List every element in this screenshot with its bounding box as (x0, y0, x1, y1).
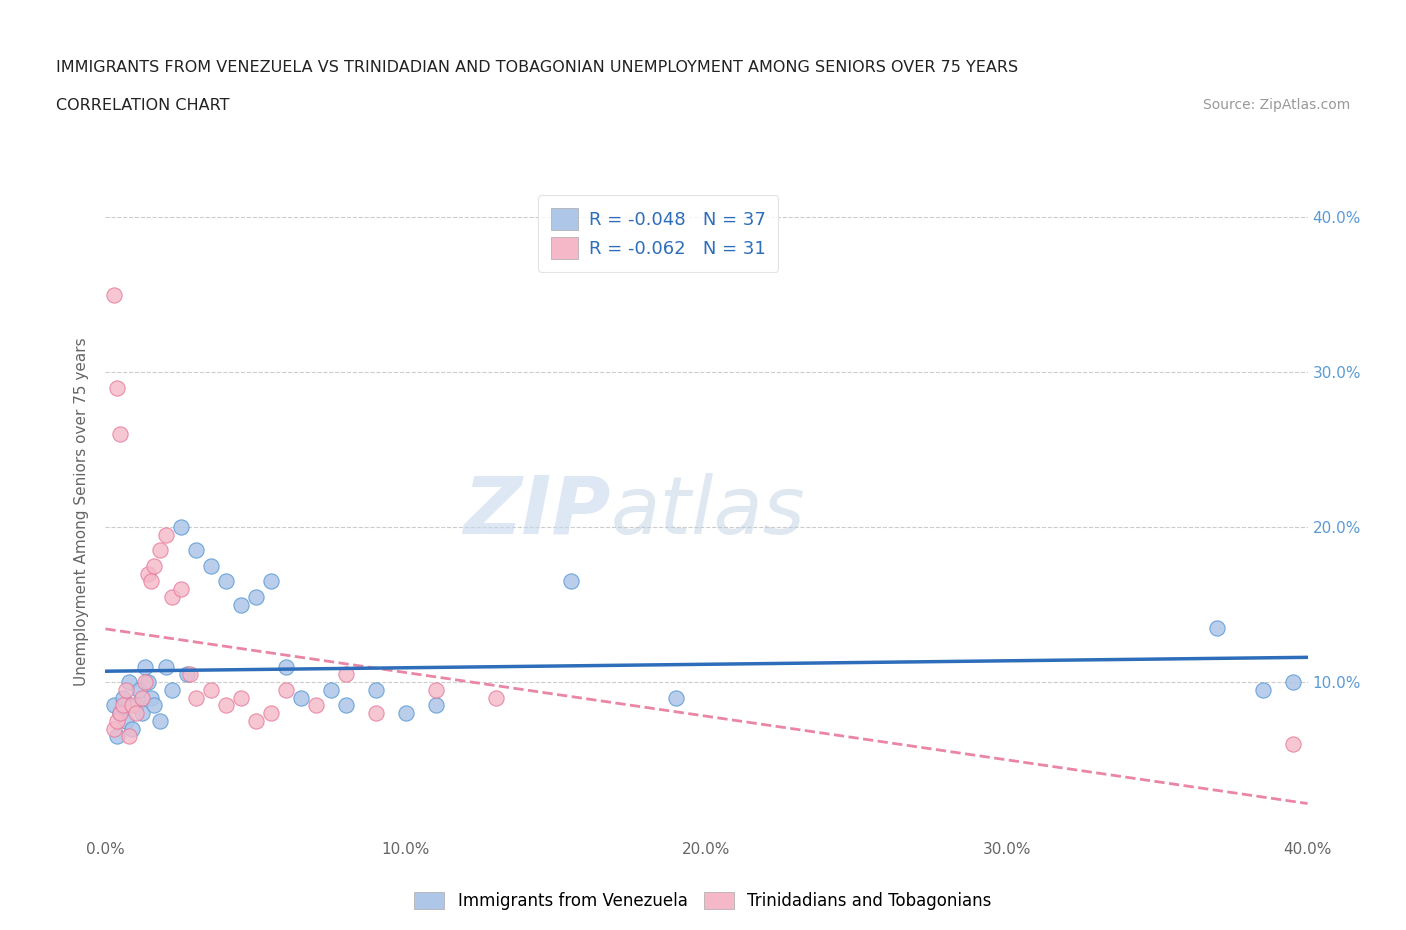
Point (364, 683, 387, 698)
Point (124, 706, 146, 721)
Legend: R = -0.048   N = 37, R = -0.062   N = 31: R = -0.048 N = 37, R = -0.062 N = 31 (538, 195, 779, 272)
Point (115, 713, 138, 728)
Point (364, 706, 387, 721)
Point (184, 690, 207, 705)
Point (107, 729, 129, 744)
Point (169, 581, 191, 596)
Point (155, 527, 177, 542)
Point (485, 690, 508, 705)
Point (305, 698, 328, 712)
Point (176, 667, 198, 682)
Point (160, 590, 183, 604)
Point (155, 659, 177, 674)
Point (335, 667, 357, 682)
Point (110, 706, 132, 721)
Point (214, 574, 236, 589)
Point (1251, 683, 1274, 698)
Point (110, 706, 132, 721)
Point (139, 574, 162, 589)
Point (169, 520, 191, 535)
Point (136, 566, 159, 581)
Point (425, 698, 447, 712)
Point (200, 683, 222, 698)
Point (131, 706, 153, 721)
Point (124, 698, 146, 712)
Point (184, 543, 207, 558)
Point (395, 706, 418, 721)
Point (335, 698, 357, 712)
Point (665, 690, 688, 705)
Point (121, 721, 143, 736)
Point (148, 543, 170, 558)
Legend: Immigrants from Venezuela, Trinidadians and Tobagonians: Immigrants from Venezuela, Trinidadians … (408, 885, 998, 917)
Point (214, 698, 236, 712)
Point (290, 690, 312, 705)
Point (103, 287, 125, 302)
Point (260, 706, 283, 721)
Point (115, 683, 138, 698)
Point (107, 380, 129, 395)
Point (1281, 674, 1303, 689)
Point (128, 683, 150, 698)
Point (139, 690, 162, 705)
Point (142, 698, 165, 712)
Point (560, 574, 582, 589)
Point (229, 597, 252, 612)
Point (148, 713, 170, 728)
Point (110, 427, 132, 442)
Point (160, 683, 183, 698)
Point (1281, 737, 1303, 751)
Text: IMMIGRANTS FROM VENEZUELA VS TRINIDADIAN AND TOBAGONIAN UNEMPLOYMENT AMONG SENIO: IMMIGRANTS FROM VENEZUELA VS TRINIDADIAN… (56, 60, 1018, 75)
Point (1206, 620, 1229, 635)
Text: ZIP: ZIP (463, 472, 610, 551)
Point (103, 698, 125, 712)
Text: Source: ZipAtlas.com: Source: ZipAtlas.com (1202, 98, 1350, 112)
Point (319, 683, 342, 698)
Point (136, 674, 159, 689)
Text: atlas: atlas (610, 472, 806, 551)
Point (112, 690, 135, 705)
Point (260, 574, 283, 589)
Point (274, 683, 297, 698)
Point (245, 590, 267, 604)
Y-axis label: Unemployment Among Seniors over 75 years: Unemployment Among Seniors over 75 years (75, 338, 90, 685)
Point (103, 721, 125, 736)
Point (229, 690, 252, 705)
Point (200, 558, 222, 573)
Point (134, 674, 156, 689)
Point (112, 698, 135, 712)
Point (118, 729, 141, 744)
Point (425, 683, 447, 698)
Point (118, 674, 141, 689)
Point (107, 713, 129, 728)
Point (142, 558, 165, 573)
Point (245, 713, 267, 728)
Point (131, 690, 153, 705)
Point (121, 698, 143, 712)
Text: CORRELATION CHART: CORRELATION CHART (56, 98, 229, 113)
Point (134, 659, 156, 674)
Point (179, 667, 201, 682)
Point (274, 659, 297, 674)
